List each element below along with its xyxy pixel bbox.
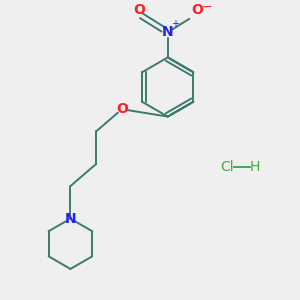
Text: N: N	[64, 212, 76, 226]
Text: Cl: Cl	[220, 160, 234, 174]
Text: O: O	[191, 3, 203, 17]
Text: H: H	[250, 160, 260, 174]
Text: O: O	[116, 102, 128, 116]
Text: N: N	[162, 25, 174, 39]
Text: +: +	[171, 19, 179, 29]
Text: −: −	[202, 1, 212, 13]
Text: O: O	[134, 3, 145, 17]
